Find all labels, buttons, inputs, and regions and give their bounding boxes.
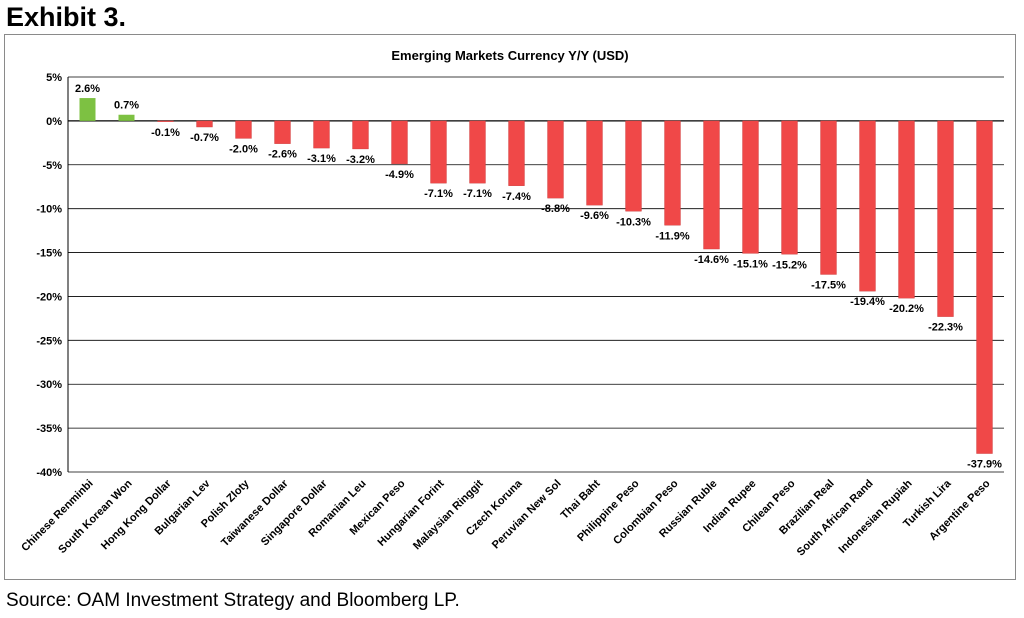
bar xyxy=(157,120,174,122)
data-labels: 2.6% 0.7% -0.1% -0.7% -2.0% -2.6% -3.1% -3.2% -4… xyxy=(75,83,1002,471)
bar xyxy=(118,114,135,121)
bar xyxy=(391,120,408,165)
bar xyxy=(274,120,291,144)
data-label: -3.2% xyxy=(346,154,375,166)
bar xyxy=(703,120,720,250)
category-label: Malaysian Ringgit xyxy=(411,477,486,552)
data-label: -11.9% xyxy=(655,230,689,242)
category-label: Indonesian Rupiah xyxy=(837,477,915,555)
data-label: -37.9% xyxy=(967,459,1002,471)
bar xyxy=(976,120,993,454)
data-label: 0.7% xyxy=(114,100,139,112)
data-label: 2.6% xyxy=(75,83,100,95)
chart-frame xyxy=(4,34,1016,580)
data-label: -7.1% xyxy=(463,188,492,200)
data-label: -10.3% xyxy=(616,216,651,228)
data-label: -20.2% xyxy=(889,303,924,315)
data-label: -17.5% xyxy=(811,280,846,292)
data-label: -2.6% xyxy=(268,149,297,161)
data-label: -15.2% xyxy=(772,259,807,271)
data-label: -9.6% xyxy=(580,210,609,222)
data-label: -19.4% xyxy=(850,296,885,308)
source-note: Source: OAM Investment Strategy and Bloo… xyxy=(6,590,460,611)
bar xyxy=(79,98,96,121)
bar xyxy=(235,120,252,139)
chart-title: Emerging Markets Currency Y/Y (USD) xyxy=(391,48,628,63)
y-tick-label: -20% xyxy=(36,291,62,303)
bar xyxy=(430,120,447,184)
bar xyxy=(781,120,798,255)
bars xyxy=(79,98,993,454)
category-label: Chinese Renminbi xyxy=(19,478,95,554)
y-axis-ticks: 5% 0% -5% -10% -15% -20% -25% -30% -35% -40% xyxy=(36,72,62,479)
bar xyxy=(664,120,681,226)
y-tick-label: -35% xyxy=(36,423,62,435)
bar xyxy=(625,120,642,212)
bar xyxy=(196,120,213,128)
bar xyxy=(898,120,915,299)
gridlines xyxy=(67,76,1004,473)
bar xyxy=(820,120,837,275)
data-label: -7.4% xyxy=(502,191,531,203)
bar xyxy=(313,120,330,149)
bar xyxy=(547,120,564,199)
data-label: -2.0% xyxy=(229,143,258,155)
category-label: Hungarian Forint xyxy=(375,477,446,548)
y-tick-label: -10% xyxy=(36,204,62,216)
y-tick-label: -40% xyxy=(36,467,62,479)
data-label: -4.9% xyxy=(385,169,414,181)
y-tick-label: -5% xyxy=(42,160,62,172)
data-label: -8.8% xyxy=(541,203,570,215)
y-tick-label: 5% xyxy=(46,72,62,84)
data-label: -15.1% xyxy=(733,258,768,270)
bar xyxy=(352,120,369,150)
category-label: Peruvian New Sol xyxy=(490,478,564,552)
data-label: -0.7% xyxy=(190,132,219,144)
data-label: -0.1% xyxy=(151,127,180,139)
y-tick-label: 0% xyxy=(46,116,62,128)
bar xyxy=(742,120,759,254)
category-label: South African Rand xyxy=(795,478,876,559)
bar xyxy=(859,120,876,292)
data-label: -3.1% xyxy=(307,153,336,165)
exhibit-label: Exhibit 3. xyxy=(6,2,127,32)
category-label: South Korean Won xyxy=(56,477,135,556)
bar xyxy=(469,120,486,184)
y-tick-label: -30% xyxy=(36,379,62,391)
data-label: -22.3% xyxy=(928,322,963,334)
data-label: -7.1% xyxy=(424,188,453,200)
category-label: Singapore Dollar xyxy=(259,477,330,548)
data-label: -14.6% xyxy=(694,254,729,266)
y-tick-label: -25% xyxy=(36,335,62,347)
category-label: Hong Kong Dollar xyxy=(99,477,174,552)
bar xyxy=(586,120,603,206)
y-tick-label: -15% xyxy=(36,248,62,260)
category-label: Taiwanese Dollar xyxy=(219,477,291,549)
bar xyxy=(508,120,525,186)
bar xyxy=(937,120,954,317)
